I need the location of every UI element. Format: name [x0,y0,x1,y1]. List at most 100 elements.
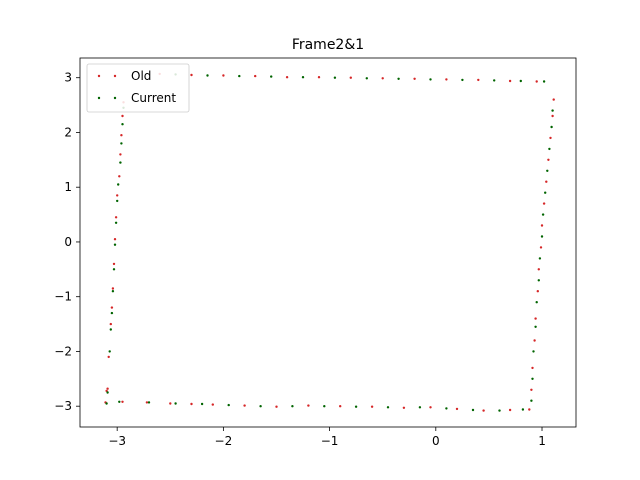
point-old [275,405,278,408]
point-old [482,409,485,412]
x-tick-label: 1 [538,434,546,448]
point-old [111,287,115,290]
x-tick-label: −2 [215,434,233,448]
point-current [270,75,273,78]
point-current [546,169,549,172]
x-tick-label: −3 [108,434,126,448]
point-current [109,328,113,331]
point-current [227,403,230,407]
point-old [349,76,352,79]
point-old [540,224,544,227]
point-old [113,238,117,241]
x-tick-label: −1 [321,434,339,448]
point-old [317,76,321,79]
point-old [531,366,534,370]
point-current [429,78,432,81]
point-current [354,405,358,408]
point-old [370,405,374,408]
legend: Old Current [86,63,190,113]
point-old [145,401,149,404]
point-old [536,290,539,293]
y-axis-ticks: −3 −2 −1 0 1 2 3 [54,71,80,413]
point-old [533,339,536,342]
point-current [238,74,241,78]
point-old [109,322,113,326]
point-old [112,262,116,266]
point-old [429,406,432,409]
point-old [106,387,109,390]
point-current [541,213,545,216]
legend-entry-old: Old [97,69,151,83]
point-current [174,402,177,405]
point-current [418,406,422,409]
point-current [498,409,501,412]
point-current [365,77,368,80]
point-current [147,401,151,404]
point-old [211,403,214,406]
point-current [532,350,535,353]
point-old [549,136,552,140]
point-old [381,77,384,80]
point-old [190,73,193,77]
point-current [117,183,120,186]
point-current [291,405,294,408]
point-old [285,76,289,79]
point-old [190,402,193,406]
point-current [116,199,119,203]
point-current [110,311,114,315]
point-current [200,402,204,406]
point-current [113,243,117,246]
y-tick-label: −2 [54,344,72,358]
point-old [254,74,257,78]
point-old [402,406,406,409]
point-old [445,78,448,81]
point-current [548,147,551,151]
y-tick-label: 3 [64,71,72,85]
plot-frame [79,57,577,428]
point-current [206,74,209,77]
point-old [107,355,110,359]
point-old [552,98,555,101]
point-current [519,79,522,83]
point-old [413,77,416,81]
point-old [551,114,554,118]
point-current [397,77,400,81]
point-current [259,405,262,408]
point-current [121,123,124,126]
y-tick-label: 1 [64,180,72,194]
point-old [545,180,548,183]
point-current [111,290,115,293]
point-current [118,400,121,403]
chart-title: Frame2&1 [292,37,364,53]
legend-current-marker [97,96,101,100]
point-old [119,153,122,156]
point-old [110,306,114,309]
point-current [108,350,111,353]
legend-old-marker [113,74,117,78]
point-current [551,109,554,112]
point-old [114,216,118,219]
point-current [386,406,390,409]
point-current [534,325,537,328]
point-current [538,257,542,260]
point-current [445,407,448,410]
point-old [116,194,119,197]
point-old [120,134,123,137]
legend-old-marker [97,74,101,78]
point-old [121,114,124,118]
legend-current-label: Current [131,91,176,105]
point-old [508,79,512,83]
point-current [112,268,116,271]
point-current [531,377,534,380]
point-old [547,158,550,161]
point-old [222,74,225,77]
point-current [119,161,122,164]
point-old [528,408,531,411]
point-old [508,408,512,412]
point-old [537,268,540,271]
y-tick-label: 2 [64,125,72,139]
series-old [104,72,555,412]
point-old [118,175,121,178]
point-current [537,279,540,282]
